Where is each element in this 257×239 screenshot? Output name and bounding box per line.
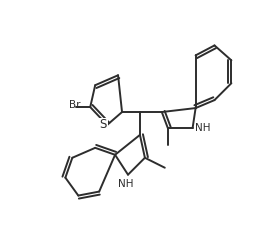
Text: NH: NH bbox=[195, 123, 210, 133]
Text: NH: NH bbox=[118, 179, 133, 189]
Text: S: S bbox=[100, 119, 107, 131]
Text: Br: Br bbox=[69, 99, 81, 109]
